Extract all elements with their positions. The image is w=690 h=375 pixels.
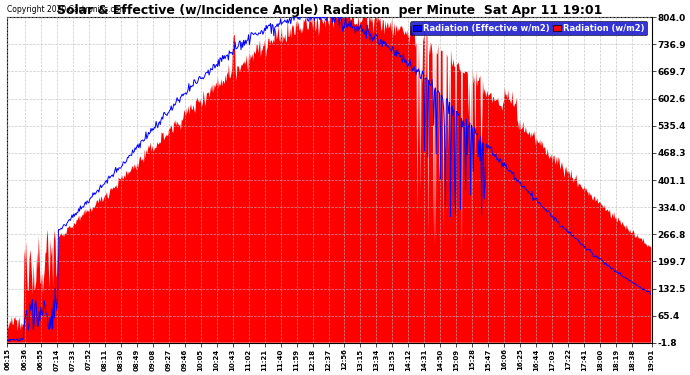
Text: Copyright 2020 Cartronics.com: Copyright 2020 Cartronics.com xyxy=(7,5,127,14)
Title: Solar & Effective (w/Incidence Angle) Radiation  per Minute  Sat Apr 11 19:01: Solar & Effective (w/Incidence Angle) Ra… xyxy=(57,4,602,17)
Legend: Radiation (Effective w/m2), Radiation (w/m2): Radiation (Effective w/m2), Radiation (w… xyxy=(410,21,647,35)
